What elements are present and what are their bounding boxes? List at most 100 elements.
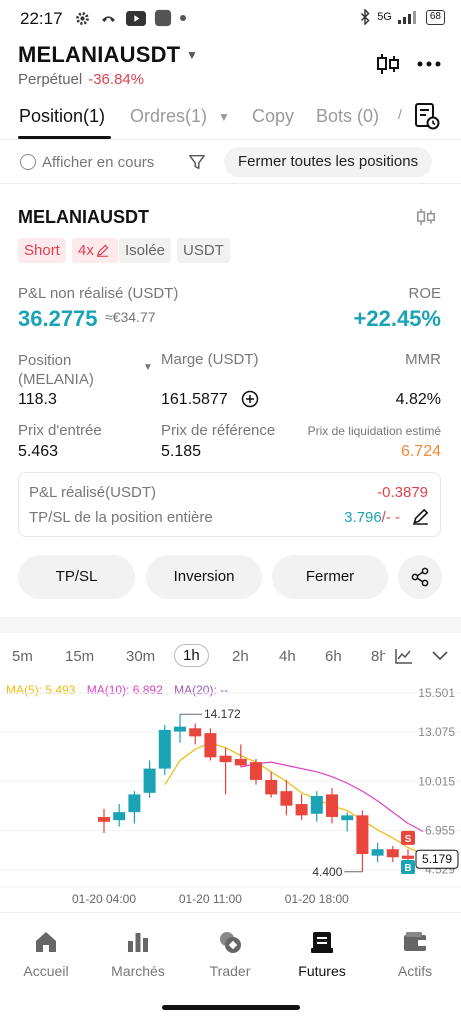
ma5-label: MA(5): 5.493 [6,683,76,697]
edit-icon[interactable] [96,244,109,257]
current-price-label: 5.179 [422,852,452,866]
buy-marker: B [401,859,415,874]
pnl-value: 36.2775 [18,306,98,331]
candle [128,791,141,824]
timeframe-15m[interactable]: 15m [65,648,95,665]
bar-chart-icon [128,933,148,952]
nav-trade[interactable]: Trader [190,929,270,979]
close-position-button[interactable]: Fermer [272,555,388,599]
current-price-box [415,849,459,869]
tpsl-value-group[interactable]: 3.796/- - [344,509,400,526]
chart-link-icon[interactable] [416,208,436,226]
y-tick-label: 13.075 [418,725,455,739]
candle [234,744,247,767]
dot-icon [180,15,186,21]
leverage-value: 4x [78,242,94,259]
candle-body [356,815,369,855]
entry-value: 5.463 [18,443,59,460]
candle-body [98,816,110,822]
candle-body [295,804,308,816]
status-right: 5G 68 [359,9,445,25]
ma10-line [240,761,424,833]
nav-markets[interactable]: Marchés [98,929,178,979]
tab-orders[interactable]: Ordres(1) [130,106,208,126]
candlestick-icon[interactable] [376,53,400,75]
mmr-value: 4.82% [395,391,441,408]
bottom-nav: Accueil Marchés Trader Futures Actifs [0,912,461,1024]
tab-overflow[interactable]: / [398,106,402,122]
candle [204,728,217,761]
show-current-radio[interactable] [20,154,36,170]
size-label: Position (MELANIA) [18,352,94,388]
timeframe-1h[interactable]: 1h [174,644,209,667]
candle-body [204,733,217,758]
sell-marker: S [401,830,415,845]
candle-body [113,812,126,821]
timeframe-4h[interactable]: 4h [279,648,296,665]
edit-tpsl-icon[interactable] [412,508,429,525]
ma5-line [164,742,424,855]
margin-mode-tag: Isolée [119,238,172,263]
candle-body [250,762,262,780]
sell-marker-box [401,830,415,845]
nav-futures[interactable]: Futures [282,929,362,979]
tpsl-value: 3.796 [344,509,382,526]
reverse-button[interactable]: Inversion [146,555,262,599]
home-indicator [162,1005,300,1010]
add-margin-icon[interactable] [241,390,259,408]
bluetooth-icon [361,9,370,25]
chevron-down-icon[interactable] [431,650,449,662]
filter-icon[interactable] [188,153,206,171]
y-tick-label: 15.501 [418,686,455,700]
tab-copy[interactable]: Copy [252,106,295,126]
candle-body [402,855,414,859]
timeframe-30m[interactable]: 30m [126,648,156,665]
symbol-title[interactable]: MELANIAUSDT [18,42,181,67]
candle [295,794,308,821]
status-icons [74,9,186,27]
y-tick-label: 10.015 [418,774,455,788]
tab-bots[interactable]: Bots (0) [316,106,380,126]
candle-body [371,849,384,856]
candles [98,714,430,872]
candle [158,725,171,776]
size-caret-icon[interactable]: ▼ [143,362,153,373]
tpsl-suffix: /- - [381,509,400,526]
low-label: 4.400 [312,865,342,879]
section-gap [0,617,461,633]
candle-body [174,726,186,732]
realized-box: P&L réalisé(USDT) -0.3879 TP/SL de la po… [18,472,441,537]
close-all-button[interactable]: Fermer toutes les positions [224,147,433,177]
liq-label: Prix de liquidation estimé [307,424,441,438]
timeframe-2h[interactable]: 2h [232,648,249,665]
nav-home[interactable]: Accueil [6,929,86,979]
high-label: 14.172 [204,707,241,721]
tpsl-button[interactable]: TP/SL [18,555,135,599]
caret-down-icon[interactable]: ▼ [186,48,198,62]
battery-icon: 68 [425,9,445,25]
timeframe-5m[interactable]: 5m [12,648,33,665]
tab-underline [18,136,111,139]
more-icon[interactable] [417,60,441,68]
leverage-tag[interactable]: 4x [72,238,118,263]
timeframe-6h[interactable]: 6h [325,648,342,665]
history-icon[interactable] [414,102,440,130]
ma10-label: MA(10): 6.892 [86,683,163,697]
show-current-label[interactable]: Afficher en cours [42,154,155,171]
candle [310,791,323,822]
timeframe-8h[interactable]: 8h [371,648,385,665]
realized-value: -0.3879 [377,484,428,501]
nav-assets[interactable]: Actifs [375,929,455,979]
tab-orders-caret[interactable]: ▼ [218,110,230,124]
share-icon [411,567,429,587]
y-tick-label: 6.955 [425,824,455,838]
nav-markets-label: Marchés [111,963,165,979]
tpsl-label: TP/SL de la position entière [29,509,213,526]
position-symbol: MELANIAUSDT [18,207,149,227]
line-chart-icon[interactable] [395,648,413,664]
moving-average-lines [164,742,424,855]
share-button[interactable] [398,555,442,599]
tab-position[interactable]: Position(1) [19,106,106,126]
